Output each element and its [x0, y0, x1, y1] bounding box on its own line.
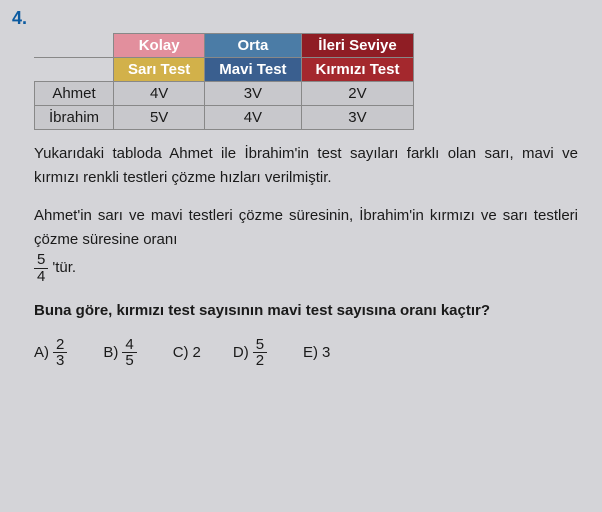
- option-label: E): [303, 344, 318, 361]
- option-label: B): [103, 344, 118, 361]
- cell: 5V: [114, 106, 205, 130]
- option-label: D): [233, 344, 249, 361]
- option-value: 3: [322, 344, 330, 361]
- option-b[interactable]: B) 4 5: [103, 337, 140, 370]
- fraction: 5 4: [34, 252, 48, 285]
- fraction: 2 3: [53, 337, 67, 370]
- paragraph-1: Yukarıdaki tabloda Ahmet ile İbrahim'in …: [34, 142, 578, 190]
- header-row-2: Sarı Test Mavi Test Kırmızı Test: [35, 58, 414, 82]
- option-a[interactable]: A) 2 3: [34, 337, 71, 370]
- row-name: Ahmet: [35, 82, 114, 106]
- speed-table: Kolay Orta İleri Seviye Sarı Test Mavi T…: [34, 33, 414, 130]
- option-e[interactable]: E) 3: [303, 344, 330, 361]
- p2-suffix: 'tür.: [52, 259, 76, 276]
- frac-bot: 4: [34, 269, 48, 285]
- frac-bot: 2: [253, 353, 267, 369]
- col-ileri: İleri Seviye: [301, 34, 414, 58]
- corner-cell: [35, 34, 114, 58]
- cell: 3V: [301, 106, 414, 130]
- corner-cell: [35, 58, 114, 82]
- frac-top: 4: [122, 337, 136, 354]
- option-value: 2: [193, 344, 201, 361]
- frac-bot: 5: [122, 353, 136, 369]
- col-kolay: Kolay: [114, 34, 205, 58]
- frac-top: 2: [53, 337, 67, 354]
- options-row: A) 2 3 B) 4 5 C) 2 D) 5 2 E) 3: [34, 337, 582, 370]
- table-row: Ahmet 4V 3V 2V: [35, 82, 414, 106]
- option-c[interactable]: C) 2: [173, 344, 201, 361]
- header-row-1: Kolay Orta İleri Seviye: [35, 34, 414, 58]
- cell: 3V: [205, 82, 301, 106]
- col-mavi: Mavi Test: [205, 58, 301, 82]
- option-d[interactable]: D) 5 2: [233, 337, 271, 370]
- paragraph-2: Ahmet'in sarı ve mavi testleri çözme sür…: [34, 204, 578, 285]
- p2-text: Ahmet'in sarı ve mavi testleri çözme sür…: [34, 207, 578, 248]
- col-orta: Orta: [205, 34, 301, 58]
- frac-top: 5: [253, 337, 267, 354]
- question-number: 4.: [12, 8, 582, 29]
- cell: 4V: [205, 106, 301, 130]
- option-label: A): [34, 344, 49, 361]
- frac-bot: 3: [53, 353, 67, 369]
- fraction: 5 2: [253, 337, 267, 370]
- frac-top: 5: [34, 252, 48, 269]
- row-name: İbrahim: [35, 106, 114, 130]
- col-sari: Sarı Test: [114, 58, 205, 82]
- cell: 2V: [301, 82, 414, 106]
- cell: 4V: [114, 82, 205, 106]
- option-label: C): [173, 344, 189, 361]
- table-row: İbrahim 5V 4V 3V: [35, 106, 414, 130]
- fraction: 4 5: [122, 337, 136, 370]
- col-kirmizi: Kırmızı Test: [301, 58, 414, 82]
- question-prompt: Buna göre, kırmızı test sayısının mavi t…: [34, 299, 578, 323]
